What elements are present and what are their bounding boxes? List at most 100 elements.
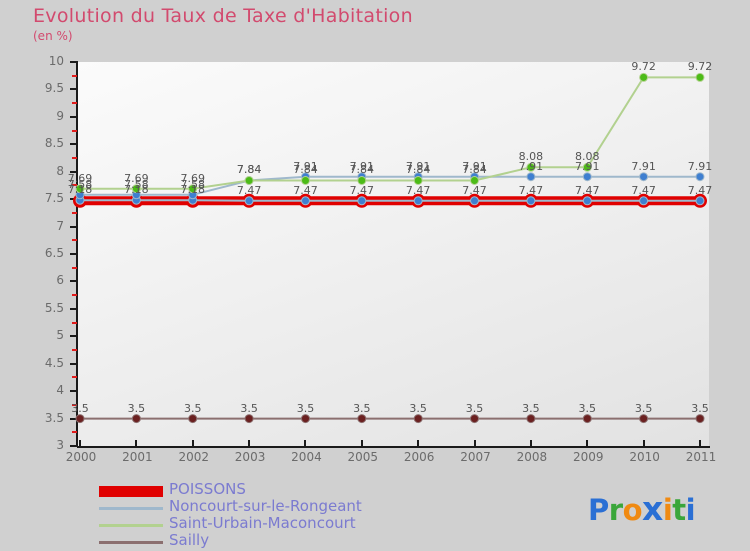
logo-letter: t	[672, 493, 686, 527]
legend-swatch	[99, 541, 163, 544]
data-point-label: 7.84	[293, 163, 318, 177]
x-axis-tick	[417, 440, 420, 447]
x-axis-label: 2008	[516, 450, 548, 464]
data-point-label: 3.5	[353, 401, 371, 415]
y-axis-tick	[70, 280, 77, 283]
data-point-label: 7.58	[180, 177, 205, 191]
legend-label: Saint-Urbain-Maconcourt	[169, 514, 356, 532]
x-axis-label: 2011	[685, 450, 717, 464]
data-point-label: 7.91	[462, 159, 487, 173]
y-axis-minor-tick	[72, 211, 77, 214]
x-axis-label: 2007	[460, 450, 491, 464]
data-point-label: 7.69	[67, 171, 93, 185]
proxiti-logo[interactable]: Proxiti	[588, 489, 696, 528]
data-point-label: 3.5	[578, 401, 597, 415]
data-point-label: 7.84	[236, 163, 262, 177]
data-point-label: 7.69	[124, 171, 149, 185]
data-point-label: 9.72	[631, 60, 656, 74]
data-point-label: 3.5	[522, 401, 540, 415]
data-point-label: 7.47	[405, 183, 431, 197]
data-point-label: 7.91	[405, 159, 431, 173]
x-axis-tick	[248, 440, 251, 447]
legend-item[interactable]: Saint-Urbain-Maconcourt	[99, 514, 519, 534]
data-point-label: 7.18	[180, 183, 205, 197]
data-point-label: 7.84	[462, 163, 487, 177]
x-axis-tick	[586, 440, 589, 447]
data-point-label: 7.91	[518, 159, 544, 173]
y-axis-minor-tick	[72, 157, 77, 159]
x-axis-label: 2009	[572, 450, 604, 464]
y-axis-label: 4	[56, 383, 64, 398]
y-axis-label: 6.5	[44, 246, 64, 260]
x-axis-label: 2001	[122, 450, 153, 464]
data-point-label: 3.5	[465, 401, 484, 415]
data-point-label: 7.47	[236, 183, 262, 197]
data-point-label: 7.84	[349, 163, 375, 177]
y-axis-tick	[70, 335, 77, 338]
legend-item[interactable]: Sailly	[99, 531, 519, 551]
page-title: Evolution du Taux de Taxe d'Habitation	[33, 5, 413, 27]
data-point-label: 7.47	[293, 183, 318, 197]
y-axis-label: 7	[56, 218, 64, 233]
logo-letter: i	[685, 493, 696, 527]
y-axis-label: 5.5	[44, 300, 64, 315]
y-axis-tick	[70, 307, 77, 310]
x-axis-tick	[473, 440, 476, 447]
data-point-label: 3.5	[691, 401, 709, 415]
data-point-label: 7.47	[462, 183, 487, 197]
data-point-label: 7.91	[631, 159, 656, 173]
data-point-label: 7.91	[687, 159, 713, 173]
x-axis-label: 2006	[403, 450, 435, 464]
legend-swatch	[99, 524, 163, 527]
y-axis-tick	[70, 143, 77, 146]
legend-item[interactable]: POISSONS	[99, 480, 519, 500]
legend-swatch	[99, 486, 163, 497]
y-axis-tick	[70, 445, 77, 447]
y-axis-label: 3.5	[44, 410, 64, 425]
y-axis-tick	[70, 390, 77, 393]
y-axis-label: 8	[56, 163, 64, 178]
data-point-label: 7.91	[349, 159, 375, 173]
data-point-label: 7.84	[236, 163, 262, 177]
page-subtitle: (en %)	[33, 29, 73, 43]
y-axis-tick	[70, 170, 77, 173]
plot-area	[77, 62, 709, 446]
data-point-label: 3.5	[634, 401, 653, 415]
logo-letter: o	[622, 493, 643, 527]
x-axis-tick	[360, 440, 363, 447]
data-point-label: 7.47	[349, 183, 375, 197]
y-axis-label: 8.5	[44, 136, 64, 151]
y-axis-tick	[70, 362, 77, 365]
legend-label: POISSONS	[169, 480, 246, 498]
x-axis-tick	[135, 440, 138, 447]
x-axis-tick	[79, 440, 81, 447]
data-point-label: 7.47	[631, 183, 656, 197]
y-axis-minor-tick	[72, 431, 77, 434]
y-axis-label: 9	[56, 108, 64, 123]
legend-item[interactable]: Noncourt-sur-le-Rongeant	[99, 497, 519, 517]
data-point-label: 8.08	[518, 150, 544, 164]
data-point-label: 3.5	[71, 401, 89, 415]
x-axis-label: 2002	[178, 450, 209, 464]
data-point-label: 3.5	[240, 401, 258, 415]
y-axis-minor-tick	[72, 403, 77, 406]
legend: POISSONS Noncourt-sur-le-Rongeant Saint-Ur…	[99, 480, 519, 551]
y-axis-minor-tick	[72, 74, 77, 77]
y-axis-label: 6	[56, 273, 64, 288]
data-point-label: 7.47	[687, 183, 713, 197]
x-axis-label: 2000	[65, 450, 97, 464]
logo-letter: r	[608, 493, 623, 527]
y-axis-label: 10	[48, 54, 64, 68]
x-axis-label: 2010	[629, 450, 660, 464]
data-point-label: 7.18	[124, 183, 149, 197]
y-axis-minor-tick	[72, 129, 77, 132]
x-axis-tick	[529, 440, 532, 447]
y-axis-minor-tick	[72, 321, 77, 324]
data-point-label: 7.91	[293, 159, 318, 173]
logo-letter: i	[662, 493, 673, 527]
data-point-label: 7.91	[575, 159, 600, 173]
data-point-label: 3.5	[296, 401, 315, 415]
y-axis-tick	[70, 198, 77, 201]
x-axis-tick	[304, 440, 307, 447]
